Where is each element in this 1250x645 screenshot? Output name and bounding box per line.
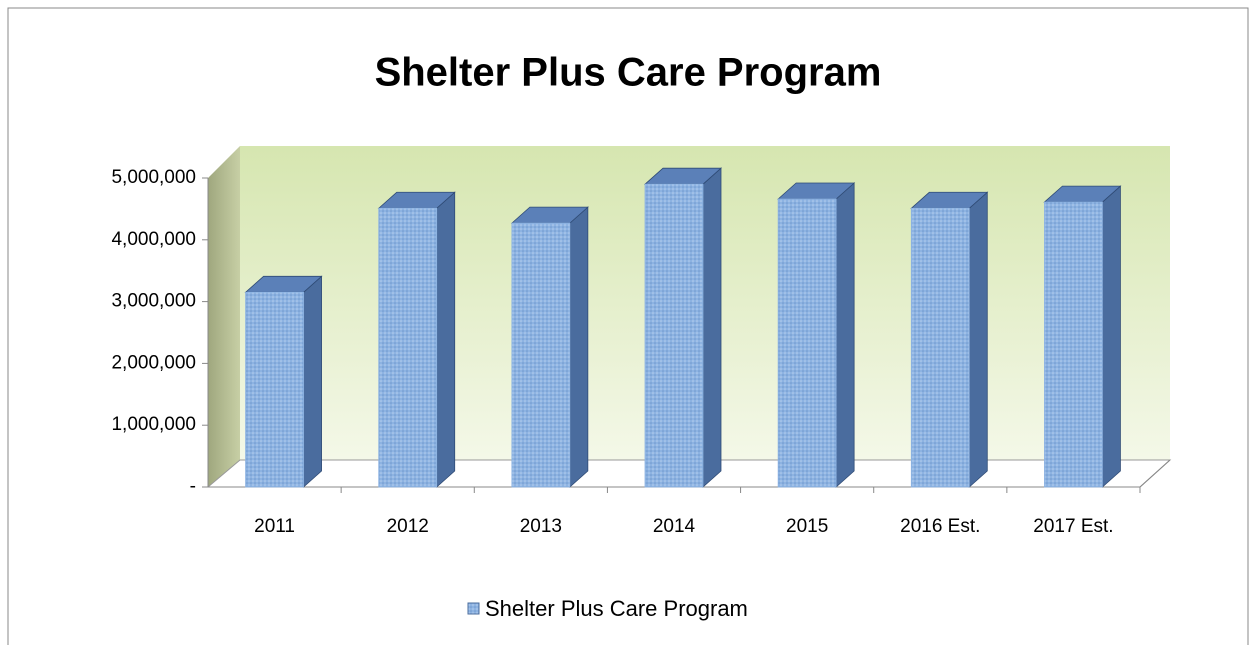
- side-wall: [208, 146, 240, 487]
- x-tick-label: 2011: [254, 516, 295, 537]
- y-tick-label: 5,000,000: [111, 167, 196, 188]
- bar-side: [436, 191, 456, 488]
- x-tick-label: 2014: [653, 516, 696, 537]
- x-tick-label: 2016 Est.: [900, 516, 980, 537]
- x-tick-label: 2012: [387, 516, 429, 537]
- bar-side: [835, 182, 855, 488]
- bar-side: [569, 206, 589, 488]
- bar: [511, 222, 571, 488]
- chart-title: Shelter Plus Care Program: [375, 51, 882, 95]
- y-tick-label: 3,000,000: [111, 291, 196, 312]
- y-tick-label: 4,000,000: [111, 229, 196, 250]
- bar: [1044, 201, 1103, 488]
- bar-side: [968, 191, 988, 488]
- bar: [245, 291, 304, 488]
- legend-label: Shelter Plus Care Program: [485, 596, 748, 621]
- bar: [378, 207, 438, 488]
- x-tick-label: 2013: [520, 516, 562, 537]
- floor-edge: [1139, 459, 1171, 488]
- y-tick-label: 1,000,000: [111, 414, 196, 435]
- y-tick-label: -: [190, 476, 196, 497]
- x-tick-label: 2017 Est.: [1033, 516, 1113, 537]
- bar: [910, 207, 970, 488]
- bar-side: [1102, 185, 1121, 488]
- bar-side: [303, 275, 322, 488]
- chart-border: [7, 7, 1249, 645]
- y-tick-label: 2,000,000: [111, 352, 196, 373]
- legend-swatch: [467, 602, 480, 615]
- bar: [644, 183, 704, 488]
- bar: [777, 198, 837, 488]
- bar-side: [702, 167, 722, 488]
- x-tick-label: 2015: [786, 516, 828, 537]
